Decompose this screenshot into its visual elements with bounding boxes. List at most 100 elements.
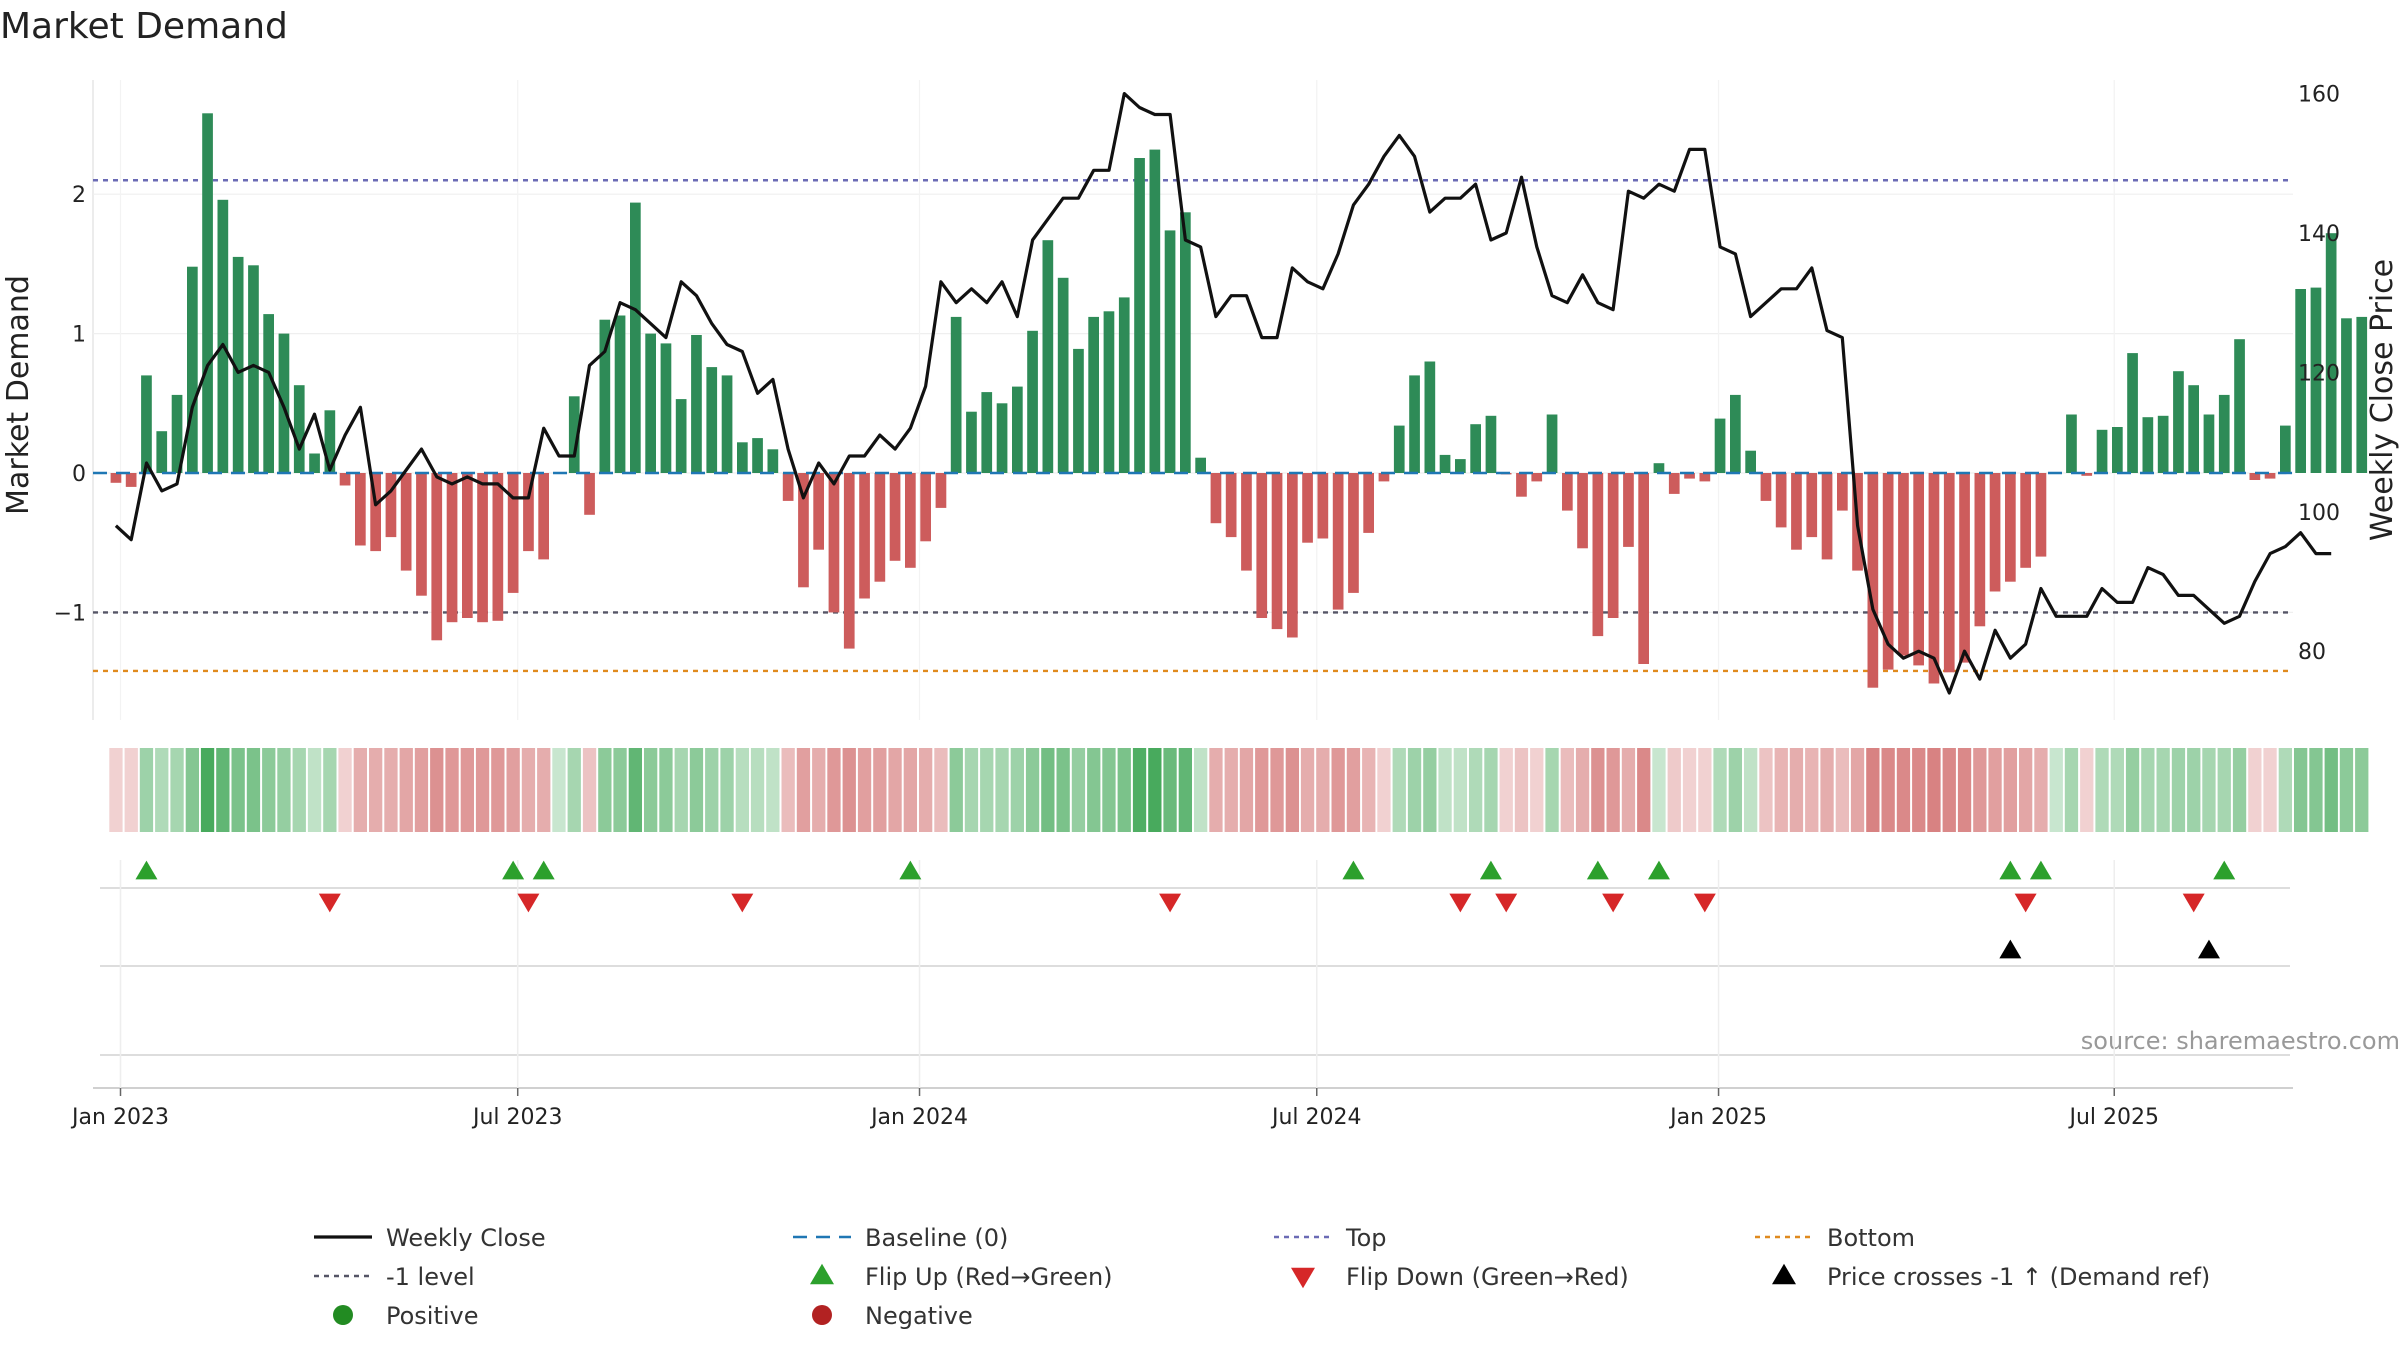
flip-down-marker bbox=[517, 893, 540, 913]
strip-cell bbox=[2141, 748, 2155, 832]
flip-up-marker bbox=[899, 860, 922, 880]
strip-cell bbox=[796, 748, 811, 832]
flip-up-marker bbox=[1479, 860, 1502, 880]
demand-bar-positive bbox=[2066, 414, 2077, 473]
strip-cell bbox=[1117, 748, 1131, 832]
demand-bar-positive bbox=[767, 449, 779, 473]
strip-cell bbox=[246, 748, 261, 832]
weekly-close-line bbox=[114, 91, 2332, 695]
strip-cell bbox=[552, 748, 566, 832]
demand-bar-positive bbox=[1164, 230, 1176, 473]
strip-cell bbox=[1881, 748, 1895, 832]
demand-bar-negative bbox=[1623, 473, 1634, 547]
right-tick-label: 80 bbox=[2298, 640, 2326, 665]
demand-bar-negative bbox=[1989, 473, 2001, 592]
strip-cell bbox=[1041, 748, 1055, 832]
strip-cell bbox=[445, 748, 459, 832]
strip-cell bbox=[2110, 748, 2124, 832]
strip-cell bbox=[919, 748, 933, 832]
strip-cell bbox=[277, 748, 291, 832]
strip-cell bbox=[1560, 748, 1574, 832]
strip-cell bbox=[1025, 748, 1040, 832]
strip-cell bbox=[1591, 748, 1605, 832]
strip-cell bbox=[124, 748, 138, 832]
demand-bar-negative bbox=[1225, 473, 1237, 538]
demand-bar-positive bbox=[1088, 316, 1099, 473]
demand-bar-negative bbox=[1241, 473, 1252, 571]
demand-bar-positive bbox=[2341, 318, 2352, 473]
x-tick-label: Jul 2023 bbox=[471, 1105, 563, 1130]
demand-bar-positive bbox=[1134, 158, 1145, 473]
strip-cell bbox=[1438, 748, 1452, 832]
legend-label: Negative bbox=[865, 1302, 973, 1330]
demand-bar-negative bbox=[798, 473, 809, 588]
strip-cell bbox=[2080, 748, 2094, 832]
demand-bar-positive bbox=[1745, 450, 1756, 473]
strip-cell bbox=[934, 748, 948, 832]
strip-cell bbox=[1988, 748, 2002, 832]
flip-up-marker bbox=[1999, 860, 2022, 880]
strip-cell bbox=[1957, 748, 1972, 832]
strip-cell bbox=[1667, 748, 1681, 832]
legend-label: Bottom bbox=[1827, 1224, 1915, 1252]
demand-bar-positive bbox=[1470, 424, 1481, 473]
demand-bar-positive bbox=[2188, 385, 2199, 473]
strip-cell bbox=[1912, 748, 1926, 832]
strip-cell bbox=[2339, 748, 2354, 832]
strip-cell bbox=[1423, 748, 1437, 832]
legend-item: Flip Up (Red→Green) bbox=[810, 1263, 1113, 1291]
flip-down-marker bbox=[1693, 893, 1716, 913]
demand-bar-positive bbox=[1027, 330, 1038, 473]
demand-bar-positive bbox=[1485, 415, 1497, 473]
flip-down-marker bbox=[1495, 893, 1518, 913]
strip-cell bbox=[2232, 748, 2247, 832]
strip-cell bbox=[1744, 748, 1758, 832]
strip-cell bbox=[2278, 748, 2292, 832]
right-tick-label: 140 bbox=[2298, 222, 2340, 247]
strip-cell bbox=[1866, 748, 1880, 832]
strip-cell bbox=[1621, 748, 1636, 832]
flip-up-marker bbox=[532, 860, 555, 880]
strip-cell bbox=[1163, 748, 1177, 832]
demand-bar-positive bbox=[1073, 348, 1084, 473]
legend-label: Weekly Close bbox=[386, 1224, 546, 1252]
demand-bar-negative bbox=[1363, 473, 1374, 533]
event-marker-rows bbox=[93, 860, 2293, 1089]
strip-cell bbox=[262, 748, 276, 832]
right-axis-ticks: 160 140 120 100 80 bbox=[2298, 83, 2340, 666]
strip-cell bbox=[430, 748, 444, 832]
strip-cell bbox=[1469, 748, 1483, 832]
demand-bar-negative bbox=[1577, 473, 1588, 549]
demand-bar-positive bbox=[1653, 463, 1665, 473]
demand-bar-negative bbox=[1210, 473, 1222, 524]
strip-cell bbox=[1728, 748, 1742, 832]
strip-cell bbox=[628, 748, 642, 832]
strip-cell bbox=[766, 748, 780, 832]
demand-bar-positive bbox=[2142, 417, 2154, 473]
demand-bar-negative bbox=[2249, 473, 2261, 480]
strip-cell bbox=[2263, 748, 2277, 832]
strip-cell bbox=[491, 748, 505, 832]
legend-label: Top bbox=[1345, 1224, 1387, 1252]
strip-cell bbox=[231, 748, 245, 832]
demand-bar-positive bbox=[1118, 297, 1130, 473]
strip-cell bbox=[644, 748, 658, 832]
demand-bar-positive bbox=[309, 453, 320, 473]
demand-bar-positive bbox=[2096, 429, 2108, 473]
strip-cell bbox=[460, 748, 474, 832]
demand-bar-negative bbox=[523, 473, 534, 552]
demand-bar-negative bbox=[110, 473, 122, 483]
demand-bar-negative bbox=[1562, 473, 1573, 511]
demand-bar-negative bbox=[889, 473, 901, 561]
strip-cell bbox=[109, 748, 123, 832]
x-tick-label: Jan 2025 bbox=[1668, 1105, 1767, 1130]
demand-bar-negative bbox=[1348, 473, 1359, 593]
demand-bar-positive bbox=[630, 202, 641, 473]
demand-bar-positive bbox=[1195, 457, 1206, 473]
strip-cell bbox=[1056, 748, 1070, 832]
strip-cell bbox=[1927, 748, 1941, 832]
strip-cell bbox=[1392, 748, 1406, 832]
demand-bar-negative bbox=[1256, 473, 1268, 618]
demand-bar-negative bbox=[874, 473, 886, 582]
strip-cell bbox=[964, 748, 979, 832]
